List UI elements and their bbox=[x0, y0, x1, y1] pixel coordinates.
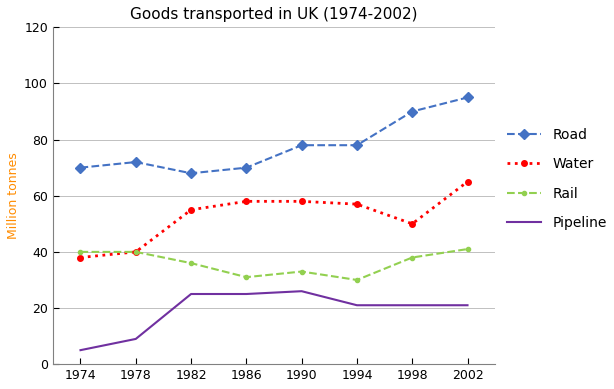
Rail bbox=[353, 278, 360, 282]
Water bbox=[187, 207, 195, 212]
Rail bbox=[243, 275, 250, 279]
Pipeline bbox=[243, 292, 250, 296]
Pipeline bbox=[353, 303, 360, 308]
Line: Road: Road bbox=[77, 94, 471, 177]
Line: Water: Water bbox=[78, 179, 470, 260]
Legend: Road, Water, Rail, Pipeline: Road, Water, Rail, Pipeline bbox=[507, 128, 607, 230]
Pipeline bbox=[464, 303, 471, 308]
Water bbox=[464, 179, 471, 184]
Road bbox=[353, 143, 360, 147]
Y-axis label: Million tonnes: Million tonnes bbox=[7, 152, 20, 239]
Water bbox=[243, 199, 250, 204]
Road bbox=[243, 165, 250, 170]
Water bbox=[132, 250, 139, 254]
Water bbox=[77, 255, 84, 260]
Line: Pipeline: Pipeline bbox=[80, 291, 467, 350]
Pipeline bbox=[132, 336, 139, 341]
Pipeline bbox=[298, 289, 305, 294]
Rail bbox=[298, 269, 305, 274]
Rail bbox=[408, 255, 416, 260]
Road bbox=[298, 143, 305, 147]
Water bbox=[298, 199, 305, 204]
Road bbox=[132, 160, 139, 165]
Road bbox=[464, 95, 471, 100]
Road bbox=[77, 165, 84, 170]
Pipeline bbox=[77, 348, 84, 352]
Rail bbox=[187, 261, 195, 265]
Water bbox=[408, 221, 416, 226]
Road bbox=[408, 109, 416, 114]
Rail bbox=[464, 247, 471, 251]
Pipeline bbox=[187, 292, 195, 296]
Road bbox=[187, 171, 195, 175]
Water bbox=[353, 202, 360, 207]
Line: Rail: Rail bbox=[79, 247, 470, 282]
Pipeline bbox=[408, 303, 416, 308]
Rail bbox=[77, 250, 84, 254]
Rail bbox=[132, 250, 139, 254]
Title: Goods transported in UK (1974-2002): Goods transported in UK (1974-2002) bbox=[130, 7, 418, 22]
